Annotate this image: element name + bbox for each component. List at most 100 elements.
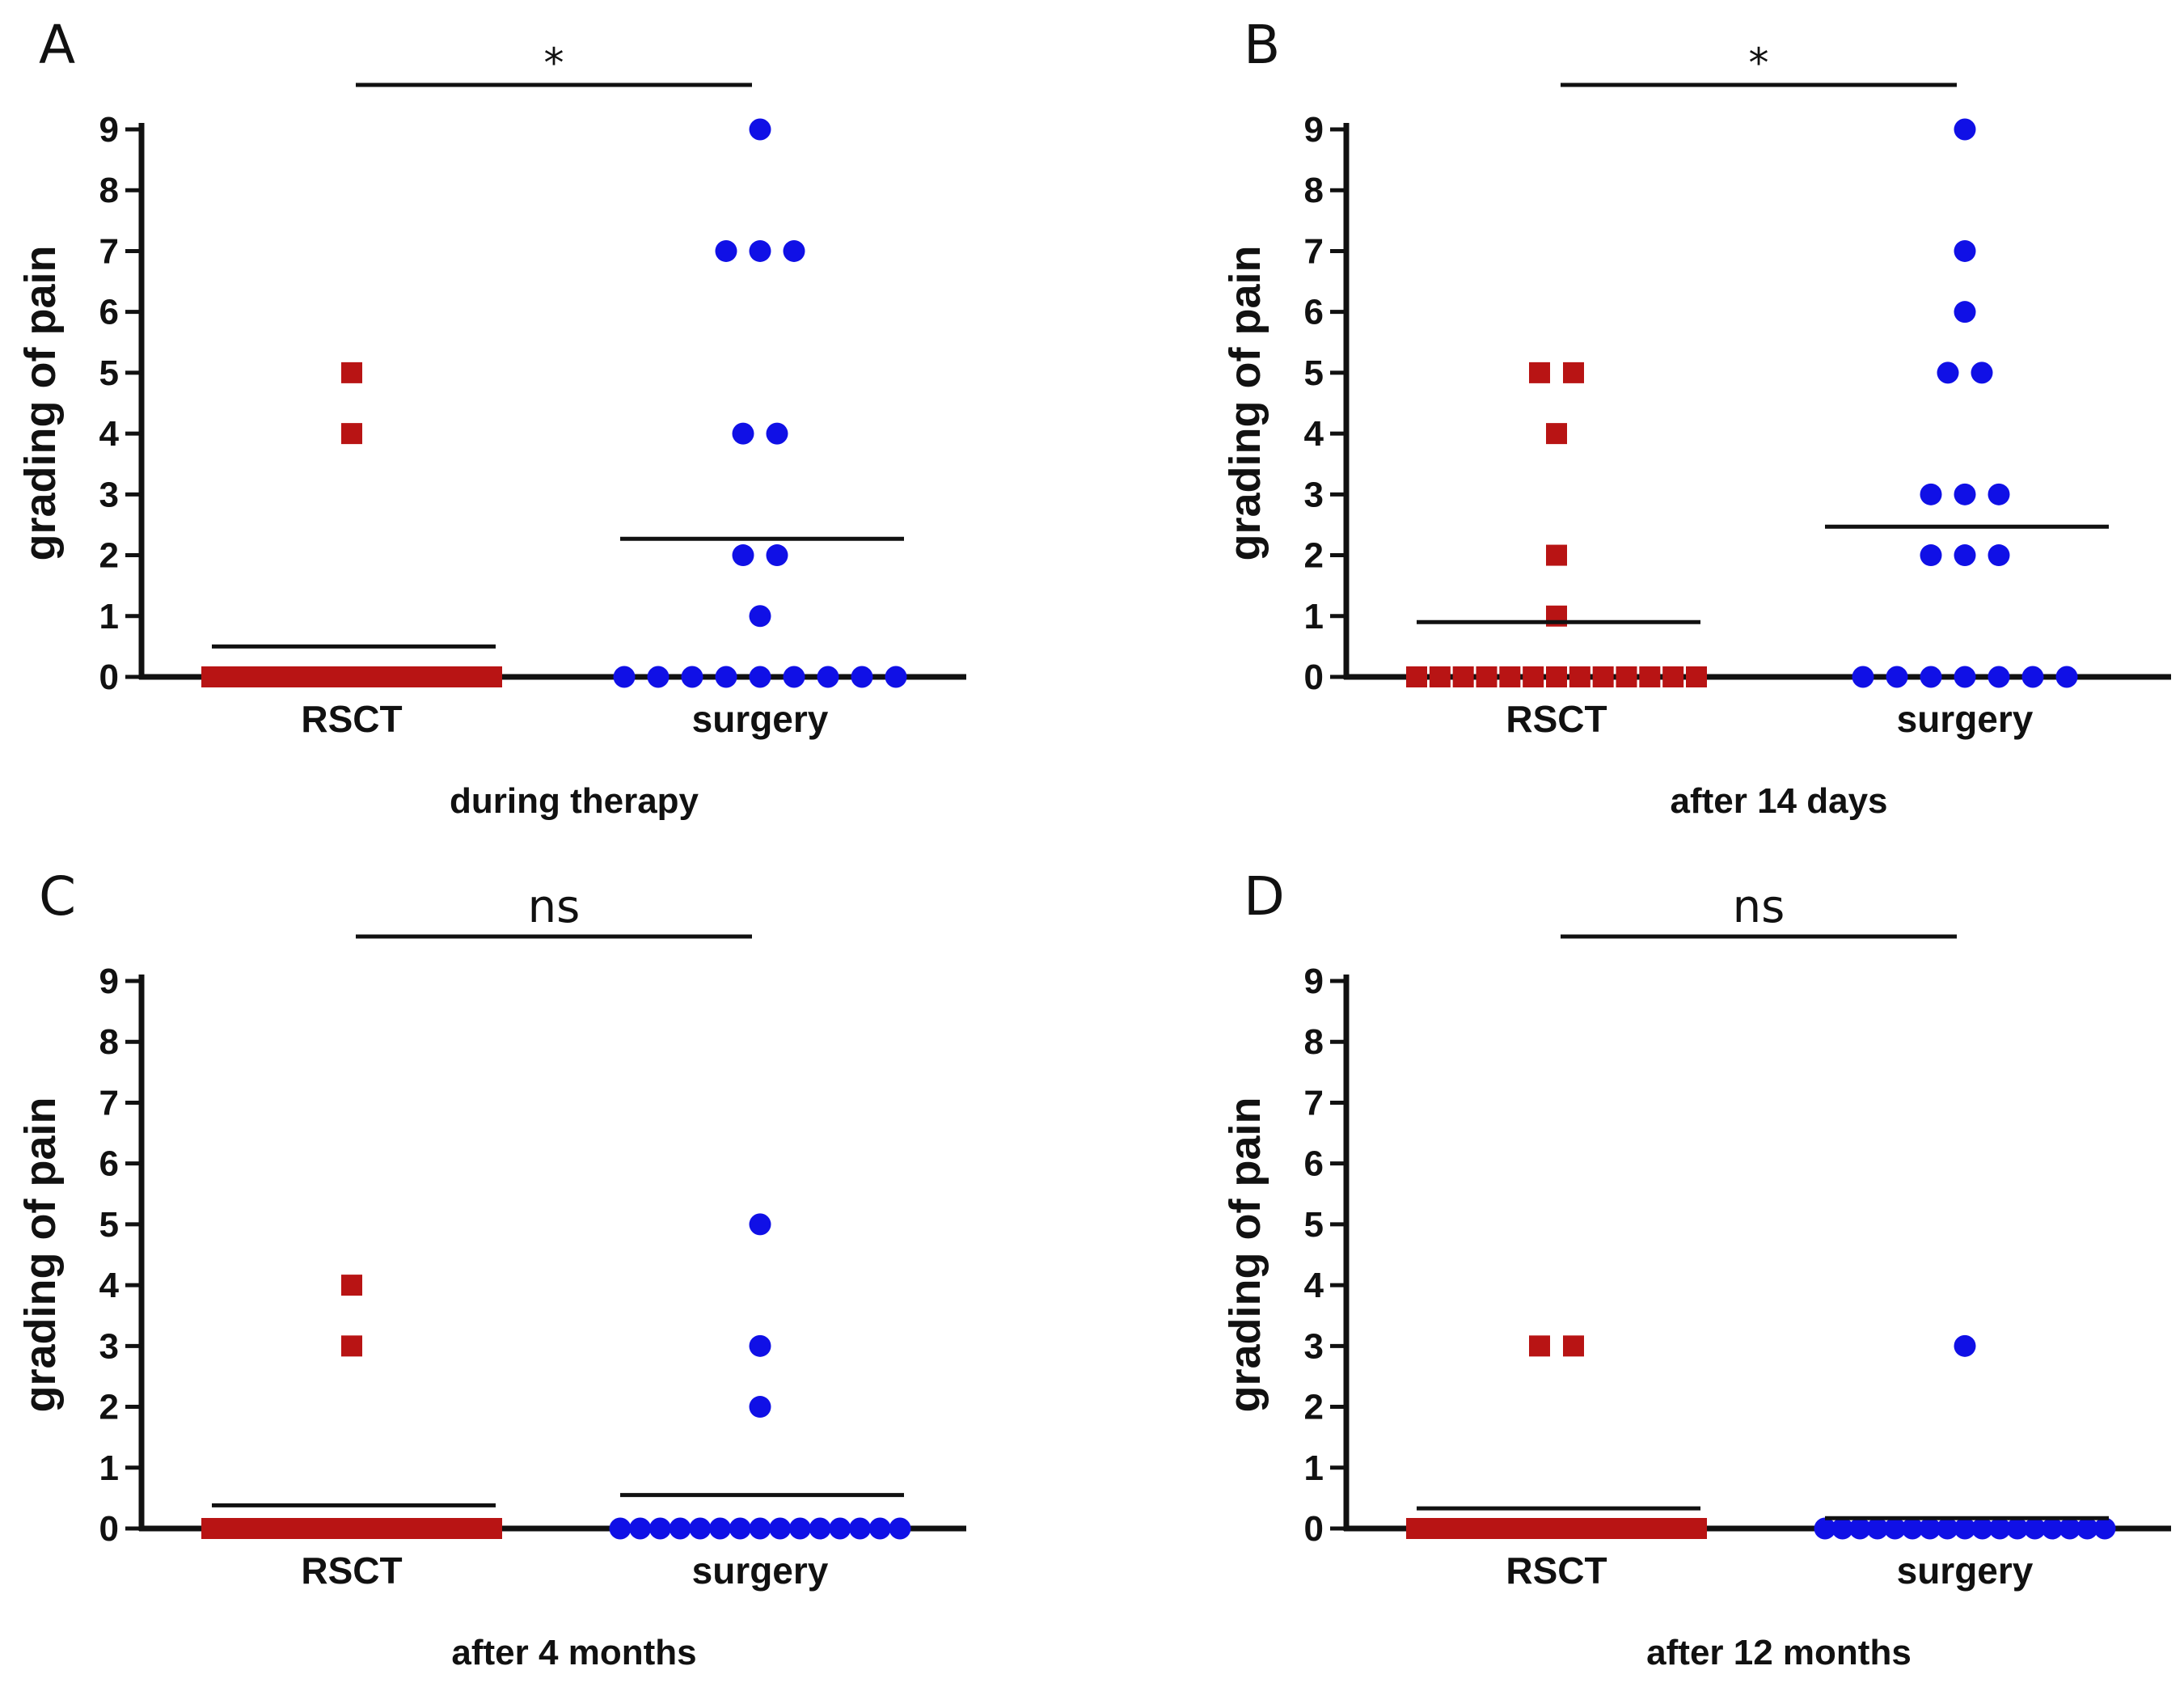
data-point-circle bbox=[788, 1517, 811, 1540]
y-tick-label: 3 bbox=[1304, 1326, 1324, 1366]
data-point-circle bbox=[715, 666, 737, 688]
significance-label: * bbox=[544, 40, 564, 87]
data-point-circle bbox=[749, 1517, 771, 1540]
data-point-square bbox=[1546, 423, 1567, 445]
y-tick-label: 0 bbox=[99, 1509, 119, 1549]
data-point-square bbox=[1481, 1518, 1502, 1539]
data-point-circle bbox=[749, 118, 771, 141]
data-point-circle bbox=[769, 1517, 792, 1540]
data-point-square bbox=[332, 666, 353, 687]
data-point-circle bbox=[1884, 1517, 1906, 1540]
data-point-circle bbox=[1954, 301, 1976, 323]
data-point-square bbox=[1476, 666, 1498, 687]
data-point-circle bbox=[1954, 239, 1976, 262]
data-point-circle bbox=[1920, 483, 1942, 505]
x-axis-label: during therapy bbox=[450, 781, 699, 821]
y-tick-label: 6 bbox=[1304, 1144, 1324, 1184]
data-point-circle bbox=[868, 1517, 891, 1540]
data-point-circle bbox=[1852, 666, 1874, 688]
data-point-square bbox=[294, 1518, 316, 1539]
data-point-square bbox=[294, 666, 316, 687]
data-point-square bbox=[220, 1518, 242, 1539]
data-point-circle bbox=[749, 666, 771, 688]
data-point-square bbox=[481, 1518, 502, 1539]
data-point-circle bbox=[1901, 1517, 1924, 1540]
y-tick-label: 8 bbox=[1304, 171, 1324, 210]
y-tick-label: 6 bbox=[1304, 293, 1324, 332]
data-point-circle bbox=[1886, 666, 1908, 688]
data-point-circle bbox=[1919, 1517, 1941, 1540]
y-tick-label: 0 bbox=[1304, 1509, 1324, 1549]
data-point-circle bbox=[648, 1517, 671, 1540]
data-point-square bbox=[425, 666, 446, 687]
data-point-square bbox=[1667, 1518, 1688, 1539]
data-point-circle bbox=[783, 239, 805, 262]
data-point-square bbox=[350, 666, 372, 687]
data-point-square bbox=[1592, 1518, 1614, 1539]
data-point-square bbox=[425, 1518, 446, 1539]
data-point-square bbox=[239, 666, 260, 687]
y-tick-label: 5 bbox=[99, 353, 119, 393]
x-axis-label: after 12 months bbox=[1646, 1633, 1912, 1672]
data-point-circle bbox=[1937, 362, 1959, 384]
y-tick-label: 0 bbox=[99, 657, 119, 697]
data-point-square bbox=[1629, 1518, 1651, 1539]
data-point-circle bbox=[2059, 1517, 2081, 1540]
data-point-circle bbox=[647, 666, 670, 688]
data-point-circle bbox=[809, 1517, 831, 1540]
data-point-square bbox=[1523, 666, 1544, 687]
data-point-circle bbox=[1920, 666, 1942, 688]
data-point-circle bbox=[2041, 1517, 2064, 1540]
data-point-circle bbox=[851, 666, 873, 688]
data-point-circle bbox=[1971, 1517, 1994, 1540]
data-point-square bbox=[1452, 666, 1474, 687]
data-point-square bbox=[350, 1518, 372, 1539]
y-tick-label: 8 bbox=[99, 1022, 119, 1062]
data-point-square bbox=[1563, 362, 1584, 383]
data-point-square bbox=[387, 666, 409, 687]
y-tick-label: 7 bbox=[1304, 231, 1324, 271]
data-point-circle bbox=[766, 422, 788, 445]
data-point-square bbox=[1406, 1518, 1427, 1539]
y-tick-label: 7 bbox=[99, 1083, 119, 1123]
data-point-square bbox=[387, 1518, 409, 1539]
y-tick-label: 2 bbox=[99, 536, 119, 576]
category-label: RSCT bbox=[301, 1550, 402, 1592]
y-tick-label: 7 bbox=[99, 231, 119, 271]
data-point-circle bbox=[1866, 1517, 1889, 1540]
y-tick-label: 0 bbox=[1304, 657, 1324, 697]
data-point-circle bbox=[1814, 1517, 1836, 1540]
data-point-square bbox=[1529, 1335, 1550, 1357]
data-point-square bbox=[1574, 1518, 1595, 1539]
data-point-circle bbox=[681, 666, 703, 688]
y-tick-label: 5 bbox=[1304, 353, 1324, 393]
y-tick-label: 9 bbox=[1304, 962, 1324, 1001]
data-point-circle bbox=[2093, 1517, 2116, 1540]
category-label: surgery bbox=[1897, 1550, 2034, 1592]
panel-letter: C bbox=[39, 865, 76, 928]
data-point-circle bbox=[885, 666, 907, 688]
y-tick-label: 4 bbox=[1304, 414, 1324, 454]
data-point-square bbox=[341, 1335, 362, 1357]
data-point-circle bbox=[749, 1396, 771, 1419]
data-point-square bbox=[1648, 1518, 1670, 1539]
panel-a: A * 0 1 2 3 4 5 6 7 8 9 grading of pain RSCT surgery du… bbox=[16, 14, 966, 821]
data-point-circle bbox=[609, 1517, 632, 1540]
data-point-circle bbox=[1988, 483, 2010, 505]
data-point-circle bbox=[749, 239, 771, 262]
data-point-circle bbox=[1954, 1334, 1976, 1357]
data-point-square bbox=[201, 1518, 222, 1539]
data-point-square bbox=[1546, 666, 1567, 687]
panel-letter: D bbox=[1244, 865, 1285, 928]
data-point-square bbox=[1555, 1518, 1577, 1539]
data-point-circle bbox=[783, 666, 805, 688]
data-point-square bbox=[1639, 666, 1661, 687]
data-point-square bbox=[341, 1275, 362, 1296]
data-point-circle bbox=[829, 1517, 851, 1540]
y-tick-label: 3 bbox=[1304, 475, 1324, 514]
data-point-square bbox=[1443, 1518, 1465, 1539]
y-tick-label: 3 bbox=[99, 475, 119, 514]
y-axis-label: grading of pain bbox=[16, 1097, 65, 1413]
